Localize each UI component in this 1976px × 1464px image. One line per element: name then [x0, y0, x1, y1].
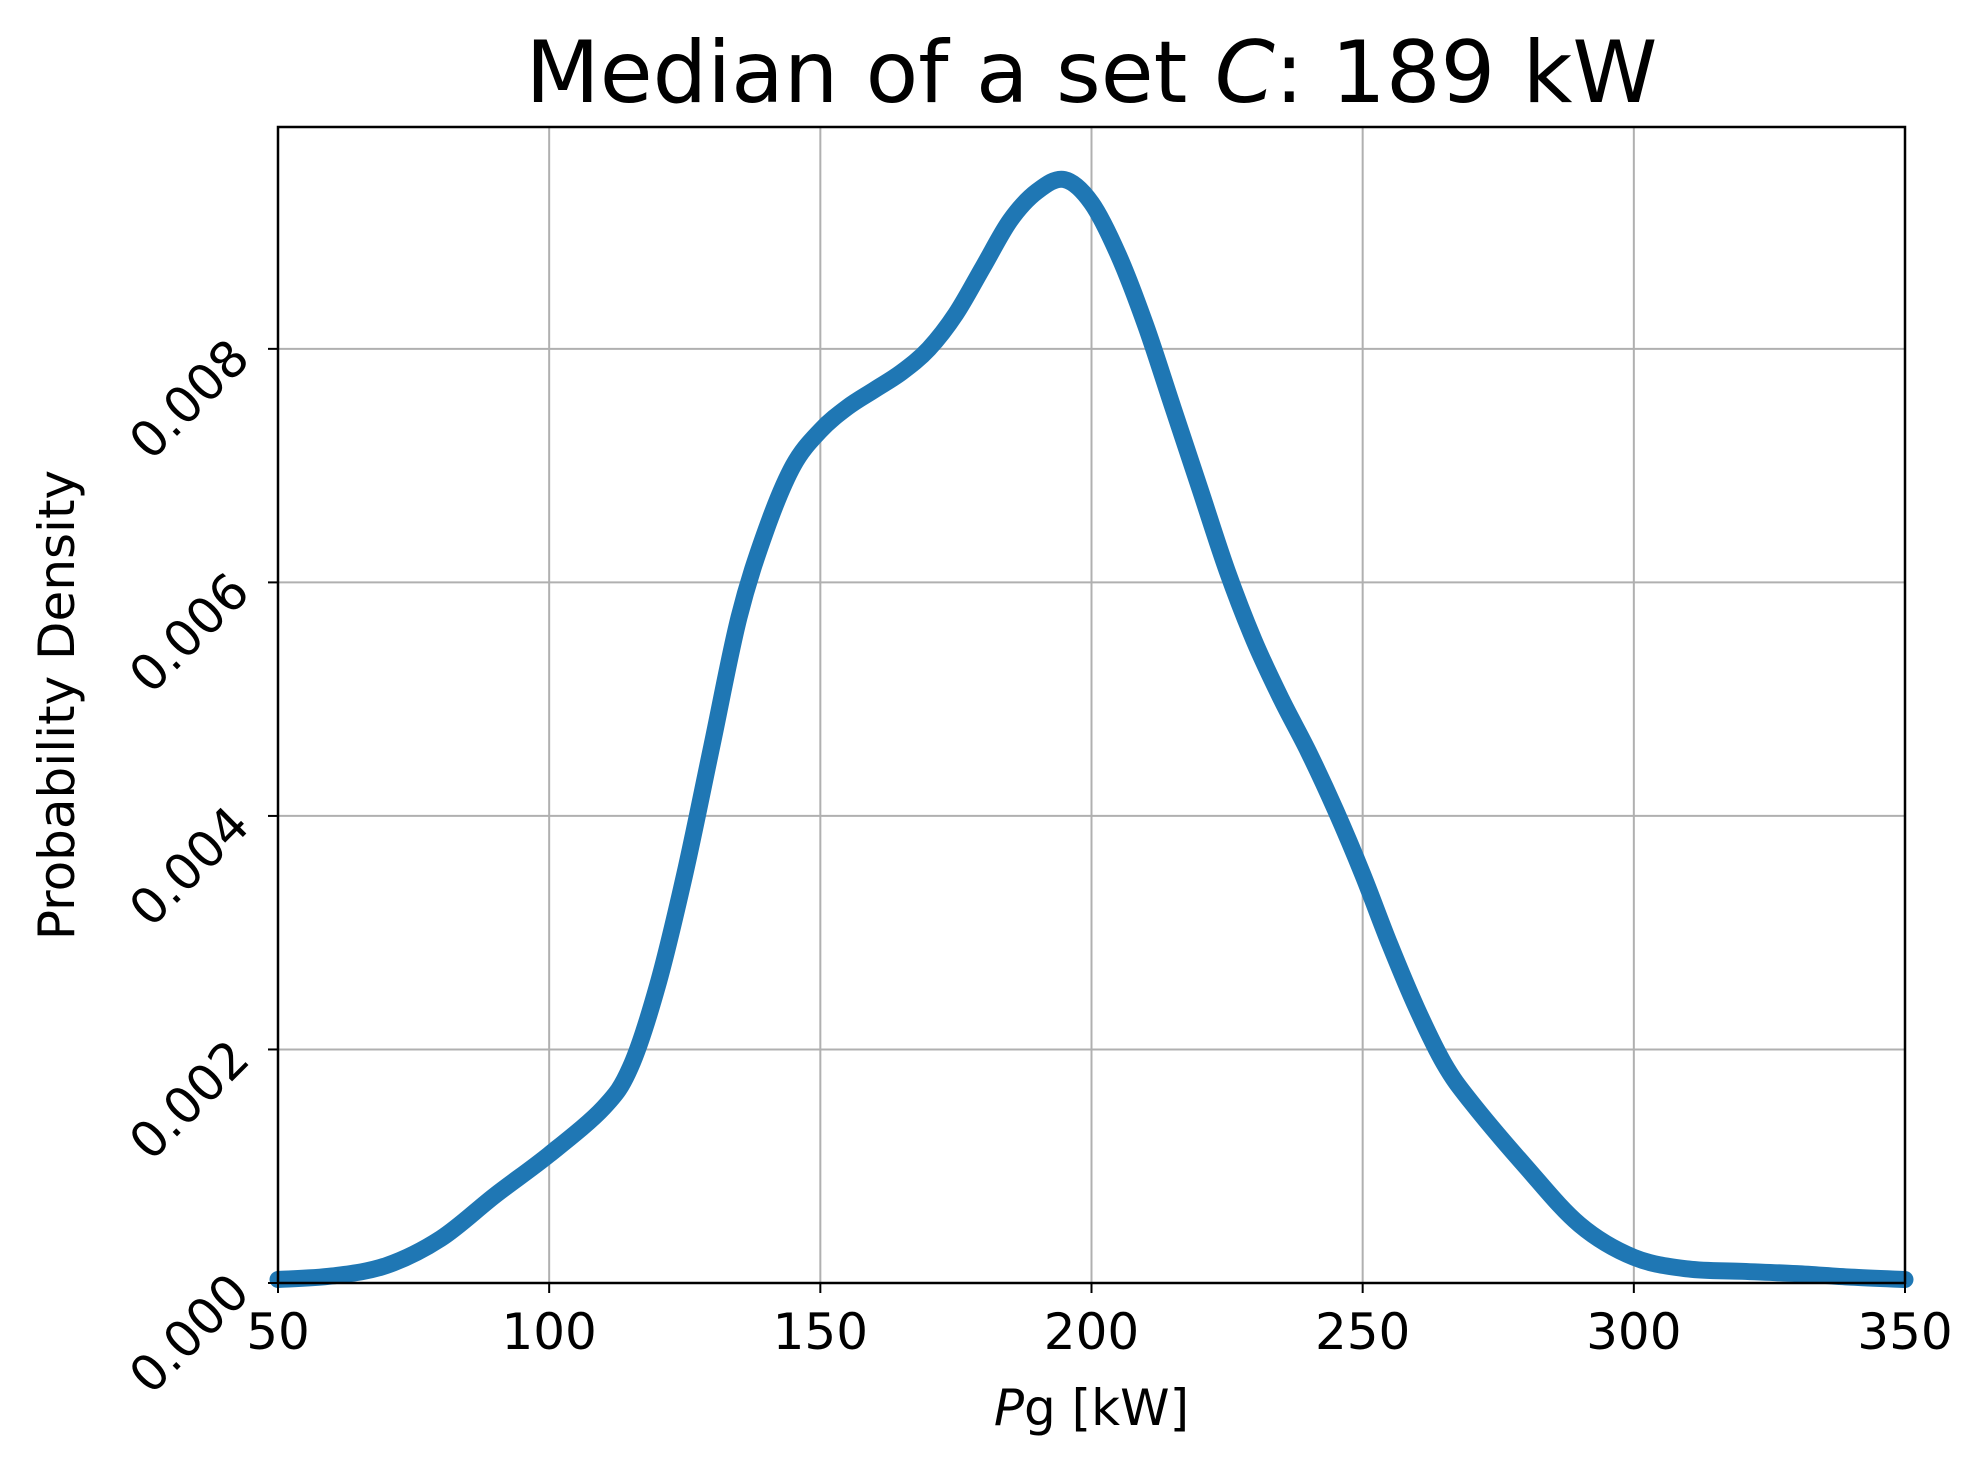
y-axis-label: Probability Density: [28, 470, 86, 940]
x-axis-label-variable: P: [994, 1379, 1025, 1437]
grid: [277, 127, 1906, 1284]
x-tick-label: 300: [1586, 1303, 1681, 1361]
chart-title: Median of a set C: 189 kW: [526, 23, 1658, 123]
y-tick-label: 0.002: [118, 1029, 260, 1171]
title-prefix: Median of a set: [526, 23, 1215, 123]
x-tick-label: 250: [1315, 1303, 1410, 1361]
x-tick-label: 350: [1857, 1303, 1952, 1361]
y-tick-label: 0.004: [118, 795, 260, 937]
x-axis-label: Pg [kW]: [994, 1379, 1189, 1437]
x-axis-label-rest: g [kW]: [1024, 1379, 1189, 1437]
x-tick-label: 150: [773, 1303, 868, 1361]
title-variable: C: [1215, 23, 1275, 123]
ticks: 50 100 150 200 250 300 350 0.000 0.002 0.004 0.006…: [118, 328, 1952, 1404]
x-tick-label: 100: [501, 1303, 596, 1361]
y-tick-label: 0.008: [118, 328, 260, 470]
x-tick-label: 50: [246, 1303, 310, 1361]
density-line: [269, 170, 1914, 1288]
title-suffix: : 189 kW: [1275, 23, 1658, 123]
series-layer: [269, 170, 1914, 1288]
y-tick-label: 0.006: [118, 562, 260, 704]
x-tick-label: 200: [1044, 1303, 1139, 1361]
y-tick-label: 0.000: [118, 1262, 260, 1404]
